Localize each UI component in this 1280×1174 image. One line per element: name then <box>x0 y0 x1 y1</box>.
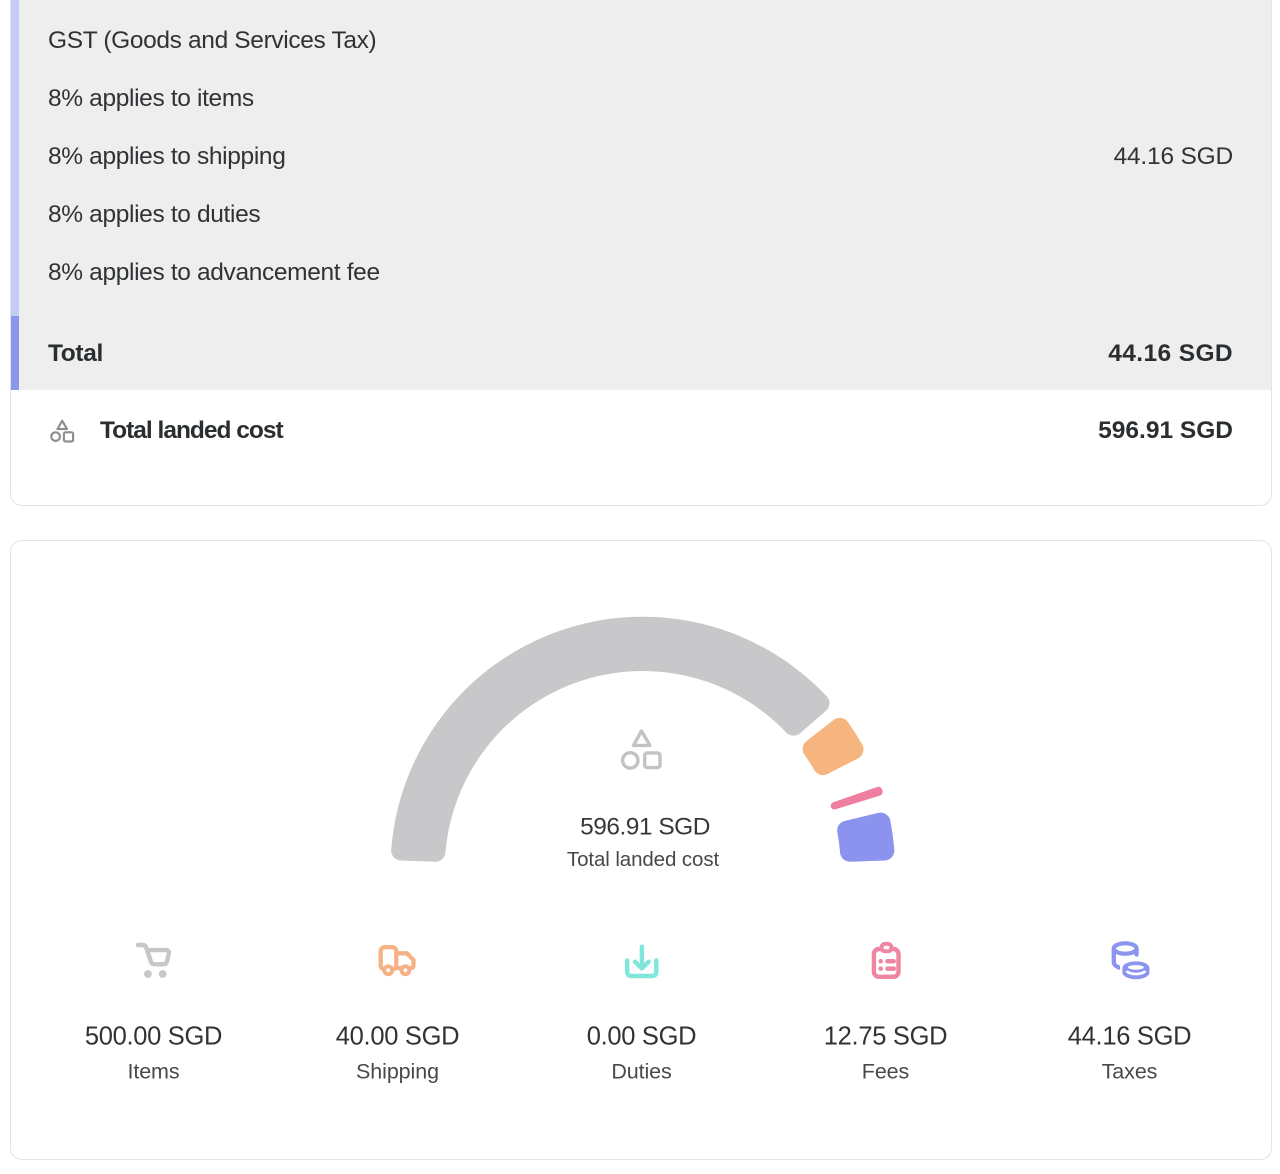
svg-text:596.91 SGD: 596.91 SGD <box>580 814 710 841</box>
svg-text:Total landed cost: Total landed cost <box>567 848 720 871</box>
